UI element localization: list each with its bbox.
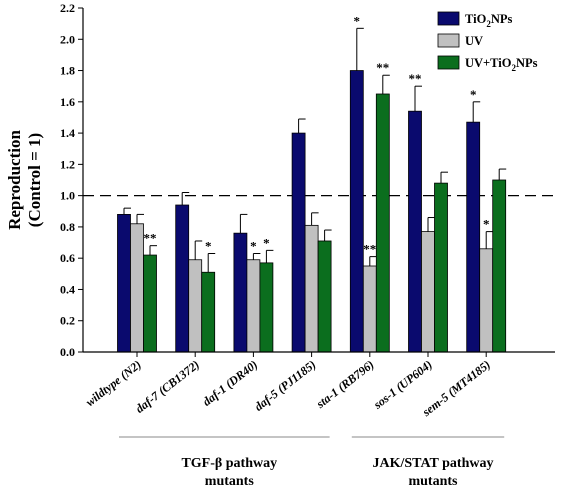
x-tick-label-strain: (CB1372)	[153, 357, 202, 399]
legend-swatch	[437, 55, 460, 70]
bar	[349, 70, 364, 353]
plot-area: 0.00.20.40.60.81.01.21.41.61.82.02.2*** *…	[60, 1, 555, 359]
bar	[362, 265, 377, 353]
x-tick-label: daf-7 (CB1372)	[133, 357, 202, 415]
bar	[175, 204, 190, 353]
significance-mark: *	[483, 217, 490, 232]
y-tick-label: 0.8	[60, 220, 75, 234]
y-tick-label: 0.6	[60, 251, 75, 265]
y-tick-label: 1.4	[60, 126, 75, 140]
x-tick-label-strain: (MT4185)	[443, 357, 493, 401]
bar	[117, 213, 131, 353]
significance-mark: *	[250, 238, 257, 253]
group-label-line1: JAK/STAT pathway	[373, 456, 494, 471]
legend-label-main: UV	[465, 34, 483, 48]
bar	[304, 224, 319, 353]
group-label-line1: TGF-β pathway	[181, 456, 277, 471]
legend-swatch	[437, 11, 460, 26]
x-tick-label-strain: (RB796)	[333, 357, 377, 396]
bar	[188, 259, 203, 353]
legend-label: TiO2NPs	[465, 12, 512, 29]
legend-label: UV+TiO2NPs	[465, 56, 538, 73]
y-tick-label: 1.8	[60, 64, 75, 78]
y-tick-label: 2.0	[60, 32, 75, 46]
x-tick-label-strain: (DR40)	[220, 357, 260, 392]
significance-mark: **	[144, 231, 157, 246]
significance-mark: *	[470, 87, 477, 102]
y-axis-label-line2: (Control = 1)	[25, 133, 44, 227]
legend-label-tail: NPs	[516, 56, 538, 70]
significance-mark: **	[363, 242, 376, 257]
bar	[259, 262, 274, 353]
y-tick-label: 0.2	[60, 314, 75, 328]
legend-label-sub: 2	[511, 63, 516, 73]
bar	[201, 271, 216, 353]
bar	[434, 182, 448, 353]
x-tick-label: sta-1 (RB796)	[313, 357, 377, 411]
bar	[246, 259, 261, 353]
y-tick-label: 1.6	[60, 95, 75, 109]
bar	[130, 223, 144, 353]
legend-label-sub: 2	[486, 19, 491, 29]
x-tick-label-strain: (PJ1185)	[272, 357, 318, 397]
y-axis-label: Reproduction (Control = 1)	[5, 130, 44, 230]
significance-mark: *	[205, 238, 212, 253]
y-tick-label: 0.4	[60, 282, 75, 296]
bar	[479, 248, 494, 353]
significance-mark: **	[376, 60, 389, 75]
bar	[421, 231, 435, 353]
group-label-line2: mutants	[408, 474, 458, 489]
y-tick-label: 1.0	[60, 189, 75, 203]
bar	[291, 132, 306, 353]
significance-mark: *	[354, 13, 361, 28]
y-tick-label: 1.2	[60, 157, 75, 171]
legend-label: UV	[465, 34, 483, 48]
group-labels: TGF-β pathway mutants JAK/STAT pathway muta…	[119, 436, 505, 489]
y-axis-label-line1: Reproduction	[5, 130, 24, 230]
legend-swatch	[437, 33, 460, 48]
group-label-line2: mutants	[205, 474, 255, 489]
bar	[233, 232, 248, 353]
bar	[492, 179, 507, 353]
x-tick-label: daf-1 (DR40)	[200, 357, 260, 408]
bar	[375, 93, 390, 353]
x-tick-label-strain: (N2)	[115, 357, 144, 384]
bar	[466, 121, 481, 353]
bar	[408, 110, 422, 353]
legend-label-tail: NPs	[491, 12, 513, 26]
x-tick-labels: wildtype (N2)daf-7 (CB1372)daf-1 (DR40)d…	[83, 357, 493, 419]
bar	[317, 240, 332, 353]
significance-mark: **	[409, 71, 422, 86]
y-tick-label: 0.0	[60, 345, 75, 359]
bar	[143, 254, 157, 353]
significance-mark: *	[263, 235, 270, 250]
y-tick-label: 2.2	[60, 1, 75, 15]
legend-label-main: TiO	[465, 12, 487, 26]
x-tick-label-strain: (UP604)	[391, 357, 435, 396]
x-tick-label: daf-5 (PJ1185)	[252, 357, 319, 413]
legend-label-main: UV+TiO	[465, 56, 512, 70]
x-tick-label: wildtype (N2)	[83, 357, 144, 409]
